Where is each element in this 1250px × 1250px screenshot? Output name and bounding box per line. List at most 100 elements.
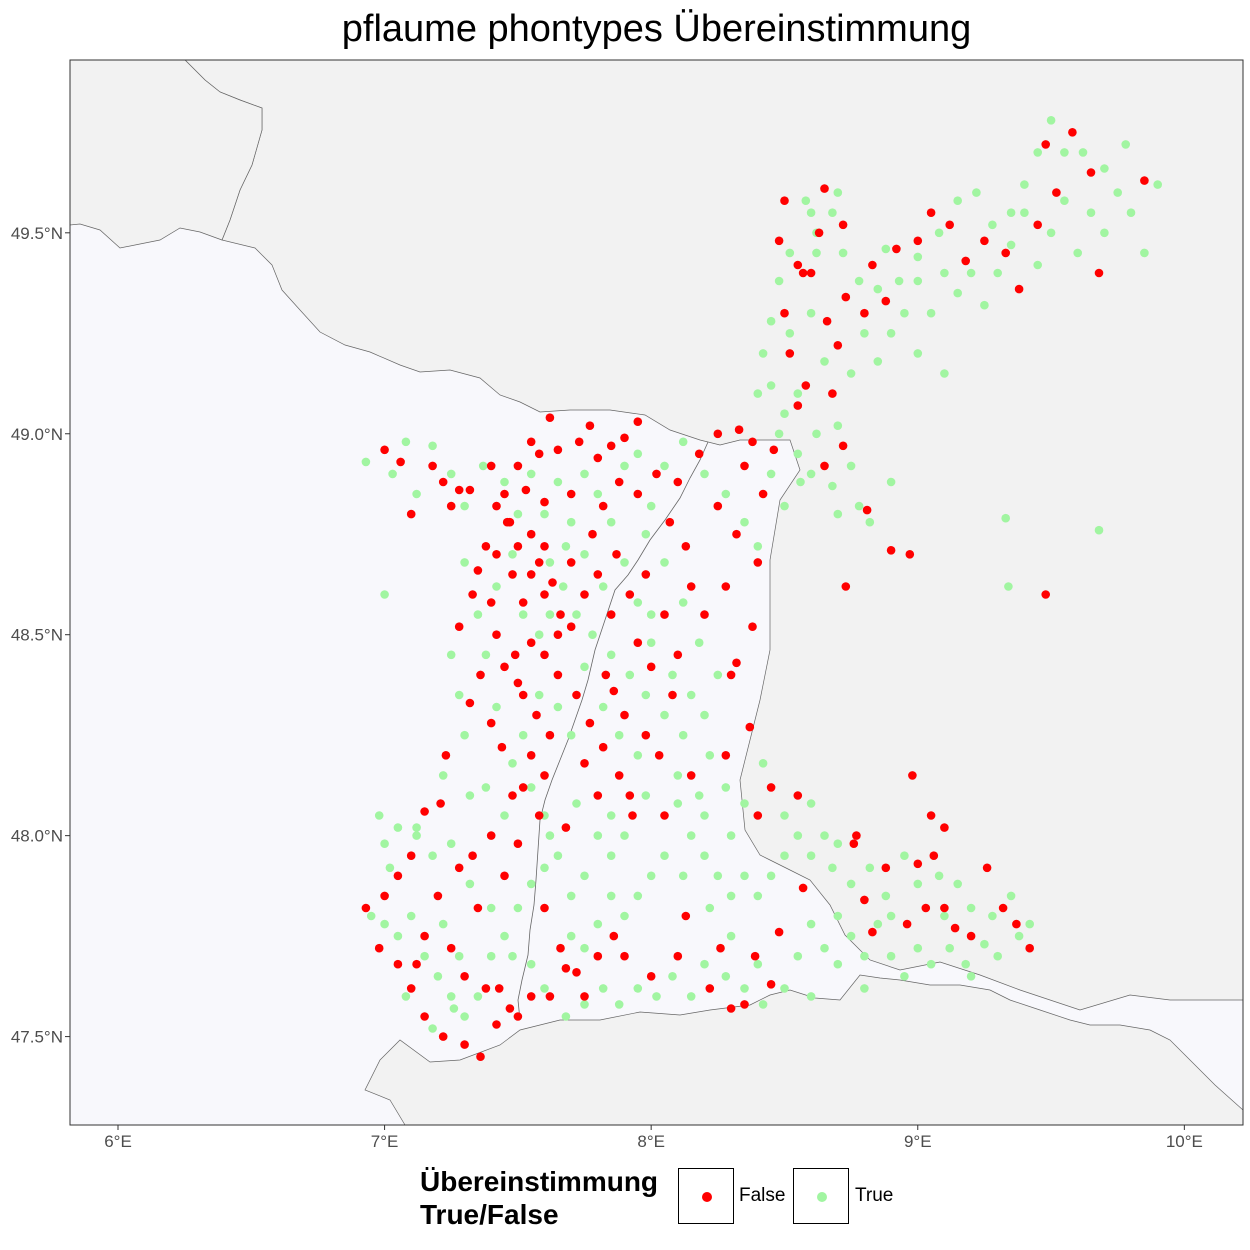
point-false xyxy=(556,610,565,619)
point-false xyxy=(433,891,443,901)
point-false xyxy=(868,927,877,937)
point-true xyxy=(686,992,696,1001)
point-true xyxy=(385,863,395,873)
point-true xyxy=(740,517,749,527)
point-true xyxy=(700,710,709,720)
point-true xyxy=(678,871,688,881)
point-false xyxy=(465,485,475,495)
point-true xyxy=(438,771,448,780)
point-true xyxy=(846,879,856,889)
point-true xyxy=(513,509,523,519)
point-false xyxy=(580,992,589,1001)
point-false xyxy=(753,811,763,820)
point-true xyxy=(758,349,768,358)
points-layer xyxy=(361,116,1162,1061)
point-false xyxy=(526,437,536,447)
point-true xyxy=(833,959,843,969)
point-true xyxy=(606,517,616,527)
point-false xyxy=(748,437,757,447)
point-false xyxy=(460,972,469,981)
point-true xyxy=(833,188,843,197)
point-true xyxy=(593,489,603,499)
point-true xyxy=(774,429,784,439)
neighbor-region-northwest xyxy=(69,59,263,249)
x-tick-label: 7°E xyxy=(371,1132,399,1151)
point-true xyxy=(433,972,443,981)
point-true xyxy=(766,316,776,326)
point-true xyxy=(881,244,891,254)
point-false xyxy=(793,791,803,800)
point-true xyxy=(633,984,643,993)
point-true xyxy=(806,919,816,929)
point-false xyxy=(646,662,656,672)
point-true xyxy=(828,863,837,873)
point-true xyxy=(561,1012,571,1021)
point-false xyxy=(814,228,824,238)
point-true xyxy=(806,308,816,318)
point-false xyxy=(497,742,507,752)
point-true xyxy=(793,449,803,459)
point-false xyxy=(633,417,643,427)
point-true xyxy=(833,839,843,848)
point-false xyxy=(513,678,523,688)
point-false xyxy=(446,943,456,953)
point-true xyxy=(374,811,384,820)
point-false xyxy=(686,582,696,591)
point-true xyxy=(940,369,949,378)
point-false xyxy=(545,992,555,1001)
point-true xyxy=(753,389,763,398)
point-false xyxy=(468,590,477,599)
point-false xyxy=(793,401,803,410)
point-true xyxy=(945,943,954,953)
point-true xyxy=(668,670,677,680)
point-true xyxy=(966,903,976,913)
point-true xyxy=(614,1000,624,1009)
point-true xyxy=(492,582,501,591)
point-false xyxy=(406,509,416,519)
point-true xyxy=(694,791,704,800)
point-true xyxy=(1121,140,1130,149)
point-true xyxy=(838,248,848,258)
point-true xyxy=(454,690,464,700)
point-false xyxy=(420,931,429,941)
point-true xyxy=(446,839,456,848)
point-true xyxy=(934,871,944,881)
point-true xyxy=(446,469,456,479)
point-false xyxy=(654,751,664,760)
point-false xyxy=(892,244,901,254)
point-true xyxy=(660,558,669,567)
point-true xyxy=(508,550,517,559)
point-false xyxy=(481,542,491,551)
point-true xyxy=(740,984,749,993)
point-true xyxy=(758,1000,768,1009)
x-tick-label: 10°E xyxy=(1166,1132,1203,1151)
point-false xyxy=(860,308,869,318)
point-false xyxy=(740,461,749,471)
point-true xyxy=(753,542,763,551)
point-false xyxy=(681,911,691,921)
point-true xyxy=(446,992,456,1001)
legend-dot-true xyxy=(817,1192,827,1202)
point-false xyxy=(505,1004,515,1013)
point-true xyxy=(900,851,909,860)
point-false xyxy=(713,501,723,511)
point-true xyxy=(913,276,923,286)
point-true xyxy=(940,268,949,278)
point-false xyxy=(721,582,731,591)
point-false xyxy=(766,783,776,792)
point-false xyxy=(601,670,611,680)
point-false xyxy=(646,972,656,981)
point-true xyxy=(740,871,749,881)
point-false xyxy=(940,823,949,832)
point-false xyxy=(1041,140,1050,149)
point-true xyxy=(545,558,555,567)
point-true xyxy=(820,831,829,840)
point-false xyxy=(820,184,829,193)
point-true xyxy=(580,871,589,881)
point-false xyxy=(668,690,677,700)
point-false xyxy=(614,477,624,487)
point-false xyxy=(798,268,808,278)
point-true xyxy=(940,911,949,921)
point-true xyxy=(753,891,763,901)
point-true xyxy=(412,831,421,840)
